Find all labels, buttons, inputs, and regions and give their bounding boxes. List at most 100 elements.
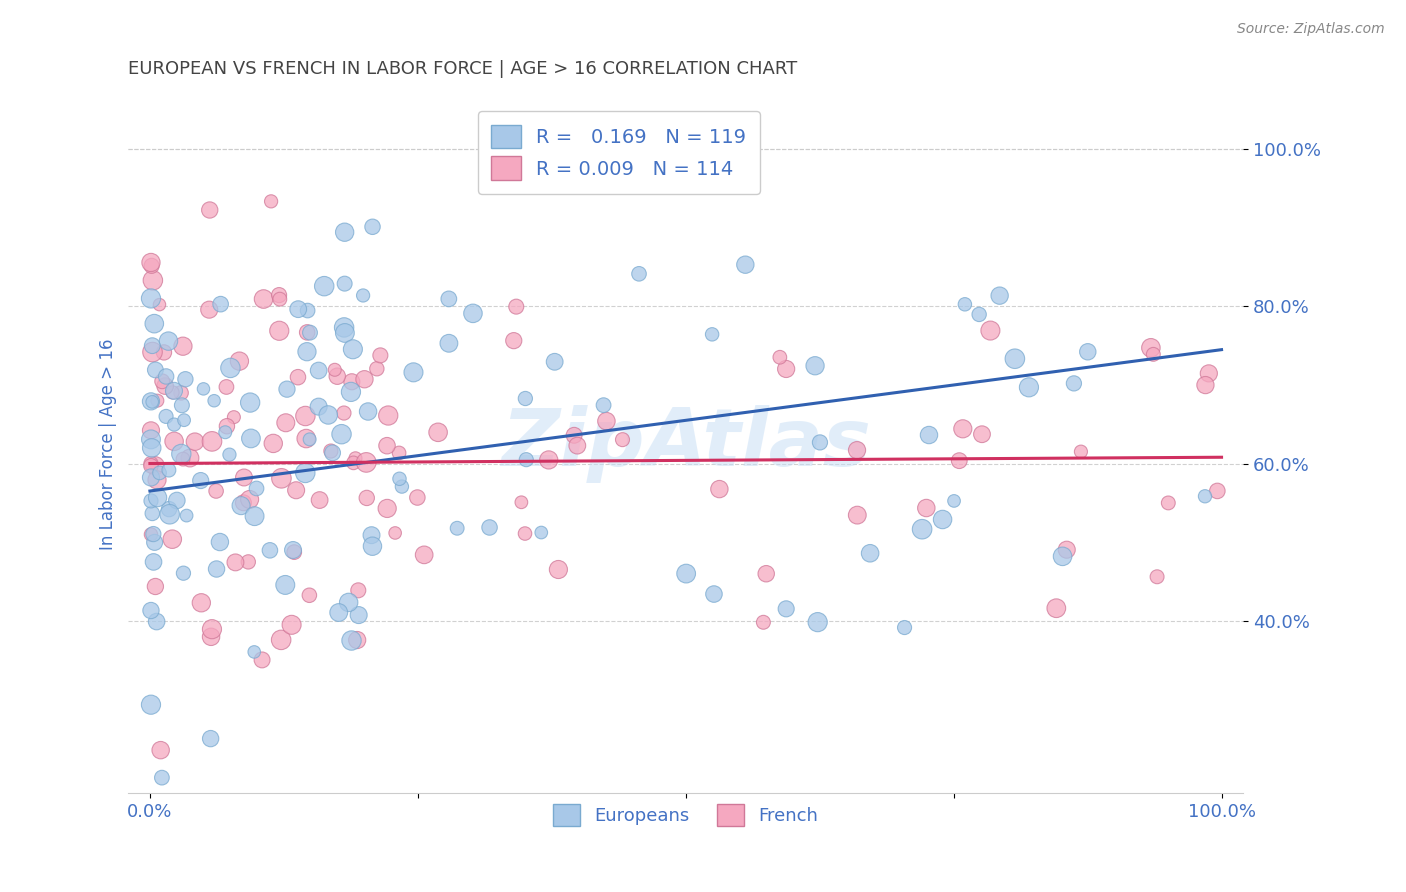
Point — [295, 326, 318, 340]
Point — [402, 365, 425, 379]
Point — [260, 194, 283, 209]
Point — [846, 443, 869, 458]
Point — [250, 653, 273, 667]
Point — [537, 453, 560, 467]
Point — [1045, 601, 1067, 615]
Text: ZipAtlas: ZipAtlas — [501, 405, 870, 483]
Point — [209, 297, 232, 311]
Point — [967, 308, 990, 322]
Point — [326, 369, 349, 384]
Point — [344, 451, 367, 466]
Point — [700, 327, 723, 342]
Point — [285, 483, 308, 498]
Point — [141, 339, 163, 353]
Point — [375, 439, 398, 453]
Point — [1142, 347, 1164, 361]
Point — [142, 527, 165, 541]
Point — [166, 493, 188, 508]
Point — [406, 491, 429, 505]
Point — [163, 417, 186, 432]
Point — [200, 731, 222, 746]
Point — [157, 334, 180, 348]
Point — [911, 522, 934, 536]
Point — [157, 502, 180, 516]
Point — [149, 743, 172, 757]
Point — [859, 546, 882, 560]
Point — [340, 633, 363, 648]
Point — [515, 452, 537, 467]
Point — [333, 406, 356, 420]
Point — [308, 363, 330, 377]
Point — [330, 427, 353, 442]
Point — [269, 324, 291, 338]
Point — [333, 277, 356, 291]
Point — [323, 363, 346, 377]
Point — [232, 496, 254, 510]
Point — [202, 393, 225, 408]
Point — [342, 456, 364, 470]
Point — [953, 297, 976, 311]
Point — [142, 273, 165, 287]
Point — [139, 698, 162, 712]
Point — [176, 508, 198, 523]
Point — [153, 379, 176, 393]
Point — [233, 470, 256, 484]
Point — [1146, 570, 1168, 584]
Point — [270, 471, 292, 485]
Point — [208, 535, 231, 549]
Point — [146, 393, 169, 408]
Point — [1194, 378, 1216, 392]
Point — [162, 532, 184, 546]
Point — [193, 382, 215, 396]
Point — [143, 458, 166, 473]
Point — [352, 288, 374, 302]
Point — [595, 414, 617, 428]
Point — [190, 596, 212, 610]
Point — [145, 615, 167, 629]
Point — [513, 526, 536, 541]
Point — [155, 409, 177, 424]
Point — [179, 450, 201, 465]
Point — [141, 507, 163, 521]
Y-axis label: In Labor Force | Age > 16: In Labor Force | Age > 16 — [100, 338, 117, 549]
Point — [337, 595, 360, 609]
Point — [413, 548, 436, 562]
Point — [360, 528, 382, 542]
Point — [294, 466, 316, 480]
Point — [370, 348, 392, 362]
Point — [1198, 367, 1220, 381]
Point — [356, 455, 378, 469]
Point — [1056, 542, 1078, 557]
Point — [145, 363, 167, 377]
Point — [361, 539, 384, 553]
Point — [139, 527, 162, 541]
Point — [172, 339, 194, 353]
Point — [287, 370, 309, 384]
Point — [148, 298, 170, 312]
Point — [353, 372, 375, 386]
Point — [150, 374, 173, 388]
Point — [267, 288, 290, 302]
Point — [274, 416, 297, 430]
Point — [505, 300, 527, 314]
Point — [143, 317, 166, 331]
Point — [238, 555, 260, 569]
Point — [259, 543, 281, 558]
Point — [361, 219, 384, 234]
Point — [201, 434, 224, 449]
Point — [298, 433, 321, 447]
Point — [139, 494, 162, 508]
Point — [270, 632, 292, 647]
Point — [592, 398, 614, 412]
Point — [170, 385, 193, 400]
Point — [298, 326, 321, 340]
Point — [146, 473, 169, 487]
Point — [322, 446, 344, 460]
Point — [893, 621, 915, 635]
Point — [775, 602, 797, 616]
Point — [145, 579, 167, 593]
Point — [229, 499, 252, 513]
Point — [346, 633, 368, 648]
Point — [567, 439, 589, 453]
Point — [139, 433, 162, 447]
